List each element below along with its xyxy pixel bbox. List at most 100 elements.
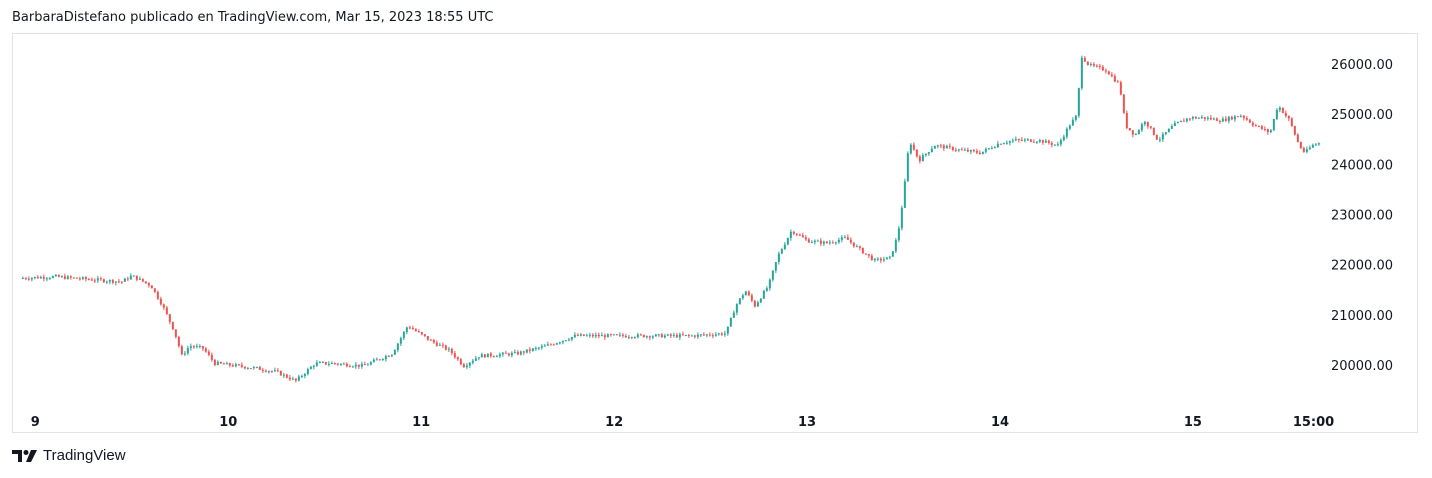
- candle-down: [162, 304, 165, 308]
- candle-down: [975, 151, 978, 153]
- candle-down: [462, 364, 465, 368]
- candle-down: [36, 276, 39, 279]
- candle-up: [1161, 134, 1164, 140]
- candle-up: [756, 302, 759, 307]
- candle-down: [429, 339, 432, 341]
- candle-up: [273, 370, 276, 372]
- candle-down: [279, 371, 282, 376]
- candle-down: [249, 368, 252, 370]
- tradingview-logo-icon: [12, 449, 37, 462]
- candle-down: [387, 356, 390, 358]
- candle-up: [501, 352, 504, 355]
- candle-down: [150, 285, 153, 289]
- candle-up: [690, 335, 693, 337]
- candle-down: [1218, 120, 1221, 122]
- candle-down: [669, 334, 672, 336]
- candle-up: [657, 334, 660, 336]
- candle-down: [660, 334, 663, 338]
- candle-up: [186, 348, 189, 354]
- candle-down: [1215, 118, 1218, 121]
- candle-down: [126, 278, 129, 280]
- candle-up: [30, 277, 33, 280]
- candle-down: [453, 353, 456, 358]
- candle-up: [1269, 130, 1272, 133]
- candle-up: [1221, 118, 1224, 122]
- candle-down: [1188, 118, 1191, 120]
- candle-down: [948, 145, 951, 147]
- candle-down: [84, 277, 87, 280]
- candle-up: [585, 335, 588, 337]
- candle-up: [1053, 144, 1056, 146]
- candle-down: [378, 359, 381, 361]
- candle-down: [1083, 57, 1086, 62]
- candle-up: [1038, 140, 1041, 142]
- candle-up: [246, 368, 249, 370]
- candle-up: [780, 249, 783, 254]
- candle-up: [573, 334, 576, 338]
- candle-up: [267, 371, 270, 373]
- candle-down: [693, 335, 696, 337]
- candle-down: [552, 344, 555, 346]
- candle-up: [360, 364, 363, 367]
- candle-up: [1272, 118, 1275, 131]
- candle-up: [1317, 143, 1320, 145]
- candle-down: [243, 366, 246, 369]
- candle-down: [219, 362, 222, 364]
- candle-up: [957, 149, 960, 151]
- candle-up: [342, 363, 345, 365]
- candle-down: [681, 334, 684, 336]
- candle-down: [939, 145, 942, 147]
- candle-down: [294, 378, 297, 381]
- candle-up: [663, 335, 666, 338]
- candle-down: [414, 329, 417, 332]
- candle-down: [852, 242, 855, 247]
- candle-up: [888, 256, 891, 258]
- candle-up: [765, 288, 768, 291]
- candle-down: [177, 336, 180, 347]
- candle-down: [456, 357, 459, 360]
- candle-down: [1194, 117, 1197, 119]
- candle-up: [105, 281, 108, 283]
- candle-down: [1029, 139, 1032, 142]
- candle-down: [1119, 82, 1122, 95]
- candle-up: [1068, 125, 1071, 129]
- candle-up: [714, 334, 717, 336]
- candle-down: [144, 281, 147, 284]
- candle-up: [855, 246, 858, 248]
- candle-down: [345, 363, 348, 367]
- candle-up: [306, 369, 309, 374]
- candle-up: [759, 298, 762, 303]
- candle-up: [480, 354, 483, 358]
- candle-up: [1170, 126, 1173, 129]
- candle-up: [321, 362, 324, 364]
- candle-up: [1314, 144, 1317, 146]
- candle-down: [1284, 112, 1287, 116]
- candle-up: [327, 363, 330, 365]
- candlestick-chart[interactable]: 20000.00 21000.00 22000.00 23000.00 24000.00…: [12, 33, 1418, 433]
- candle-up: [519, 351, 522, 355]
- candle-down: [120, 281, 123, 283]
- candle-down: [549, 344, 552, 346]
- candle-up: [66, 276, 69, 279]
- candle-down: [1050, 143, 1053, 145]
- candle-up: [762, 290, 765, 299]
- candle-up: [1185, 118, 1188, 122]
- candle-up: [885, 257, 888, 260]
- candle-up: [1140, 124, 1143, 131]
- candle-up: [396, 343, 399, 351]
- candle-up: [627, 337, 630, 339]
- candle-down: [966, 149, 969, 152]
- candle-up: [618, 334, 621, 336]
- candle-up: [1176, 122, 1179, 124]
- candle-up: [990, 148, 993, 150]
- candle-down: [363, 364, 366, 366]
- candle-up: [588, 334, 591, 336]
- tradingview-branding[interactable]: TradingView: [12, 447, 126, 464]
- tradingview-wordmark: TradingView: [43, 447, 126, 464]
- candle-down: [648, 336, 651, 338]
- candle-down: [1290, 118, 1293, 127]
- candle-down: [1182, 120, 1185, 122]
- candle-down: [708, 334, 711, 336]
- candle-down: [978, 152, 981, 154]
- candle-up: [921, 155, 924, 162]
